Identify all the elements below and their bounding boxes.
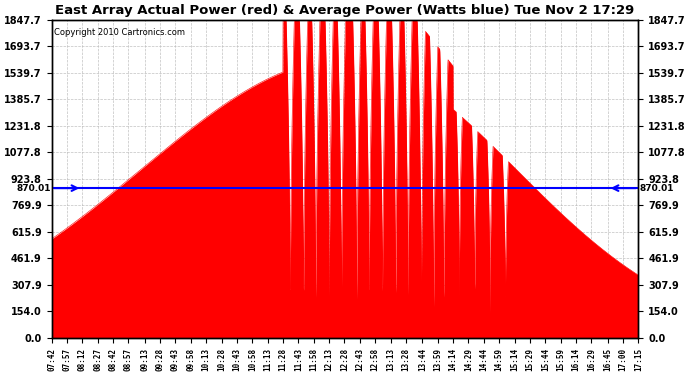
Text: Copyright 2010 Cartronics.com: Copyright 2010 Cartronics.com — [55, 28, 186, 37]
Text: 870.01: 870.01 — [639, 184, 673, 193]
Title: East Array Actual Power (red) & Average Power (Watts blue) Tue Nov 2 17:29: East Array Actual Power (red) & Average … — [55, 4, 635, 17]
Text: 870.01: 870.01 — [17, 184, 51, 193]
